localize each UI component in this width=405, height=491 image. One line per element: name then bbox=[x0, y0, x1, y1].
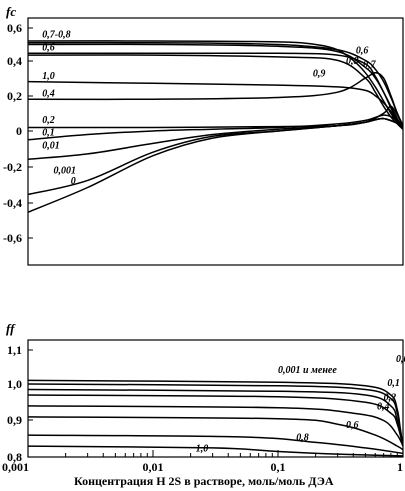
top-series-line bbox=[28, 41, 403, 127]
top-ytick-label: 0,6 bbox=[7, 21, 22, 35]
fc-axis-title: fc bbox=[6, 4, 16, 19]
bottom-curve-label: 0,01 bbox=[396, 354, 405, 365]
top-curve-label: 0,8 bbox=[346, 56, 359, 67]
bottom-series-line bbox=[28, 434, 403, 455]
top-curve-label: 1,0 bbox=[42, 71, 55, 82]
top-series-line bbox=[28, 54, 403, 130]
bottom-curve-label: 0,2 bbox=[384, 392, 397, 403]
bottom-curve-label: 0,8 bbox=[296, 433, 309, 444]
bottom-curve-label: 0,6 bbox=[346, 420, 359, 431]
top-curve-label: 0,2 bbox=[42, 115, 55, 126]
top-series-line bbox=[28, 80, 403, 128]
xtick-label: 0,1 bbox=[271, 460, 286, 474]
top-series-line bbox=[28, 52, 403, 128]
top-series-line bbox=[28, 43, 403, 128]
bottom-ytick-label: 1,1 bbox=[7, 343, 22, 357]
bottom-curve-label: 1,0 bbox=[196, 444, 209, 455]
top-series-line bbox=[28, 40, 403, 130]
top-ytick-label: 0 bbox=[16, 124, 22, 138]
top-ytick-label: -0,4 bbox=[3, 196, 22, 210]
bottom-series-line bbox=[28, 416, 403, 451]
top-curve-label: 0,9 bbox=[313, 68, 326, 79]
top-curve-label: 0,001 bbox=[54, 165, 77, 176]
top-ytick-label: 0,4 bbox=[7, 54, 22, 68]
top-ytick-label: 0,2 bbox=[7, 89, 22, 103]
bottom-curve-label: 0,1 bbox=[387, 378, 400, 389]
top-curve-label: 0,7 bbox=[363, 59, 377, 70]
bottom-series-line bbox=[28, 394, 403, 447]
top-ytick-label: -0,2 bbox=[3, 160, 22, 174]
xtick-label: 0,01 bbox=[143, 460, 164, 474]
top-frame bbox=[27, 17, 404, 266]
bottom-curve-label: 0,001 и менее bbox=[278, 365, 337, 376]
ff-axis-title: ff bbox=[6, 321, 16, 336]
bottom-series-line bbox=[28, 405, 403, 447]
bottom-series-line bbox=[28, 445, 403, 457]
top-series-line bbox=[28, 117, 403, 213]
top-series-line bbox=[28, 114, 403, 141]
top-series-line bbox=[28, 72, 403, 127]
bottom-panel: 1,11,00,90,80,001 0,01 0,1 10,001 и менее0,… bbox=[2, 339, 405, 474]
top-curve-label: 0,1 bbox=[42, 127, 55, 138]
bottom-ytick-label: 0,9 bbox=[7, 413, 22, 427]
xtick-label: 1 bbox=[397, 460, 403, 474]
top-curve-label: 0 bbox=[71, 176, 76, 187]
top-panel: 0,6 0,4 0,2 0 -0,2 -0,4 -0,6 0,7-0,8 0,6 1,0 0,4 0,… bbox=[3, 17, 404, 266]
x-axis-title: Концентрация H 2S в растворе, моль/моль … bbox=[74, 474, 334, 488]
bottom-ytick-label: 0,8 bbox=[7, 450, 22, 464]
top-curve-label: 0,4 bbox=[42, 89, 55, 100]
bottom-curve-label: 0,4 bbox=[377, 402, 390, 413]
bottom-frame bbox=[27, 339, 404, 458]
top-ytick-label: -0,6 bbox=[3, 231, 22, 245]
bottom-ytick-label: 1,0 bbox=[7, 377, 22, 391]
top-curve-label: 0,01 bbox=[42, 141, 60, 152]
top-curve-label: 0,7-0,8 bbox=[42, 29, 70, 40]
top-series-line bbox=[28, 117, 403, 196]
top-curve-label: 0,6 bbox=[42, 43, 55, 54]
xtick-label: 0,001 bbox=[2, 460, 29, 474]
top-curve-label: 0,6 bbox=[356, 45, 369, 56]
bottom-series-line bbox=[28, 388, 403, 447]
